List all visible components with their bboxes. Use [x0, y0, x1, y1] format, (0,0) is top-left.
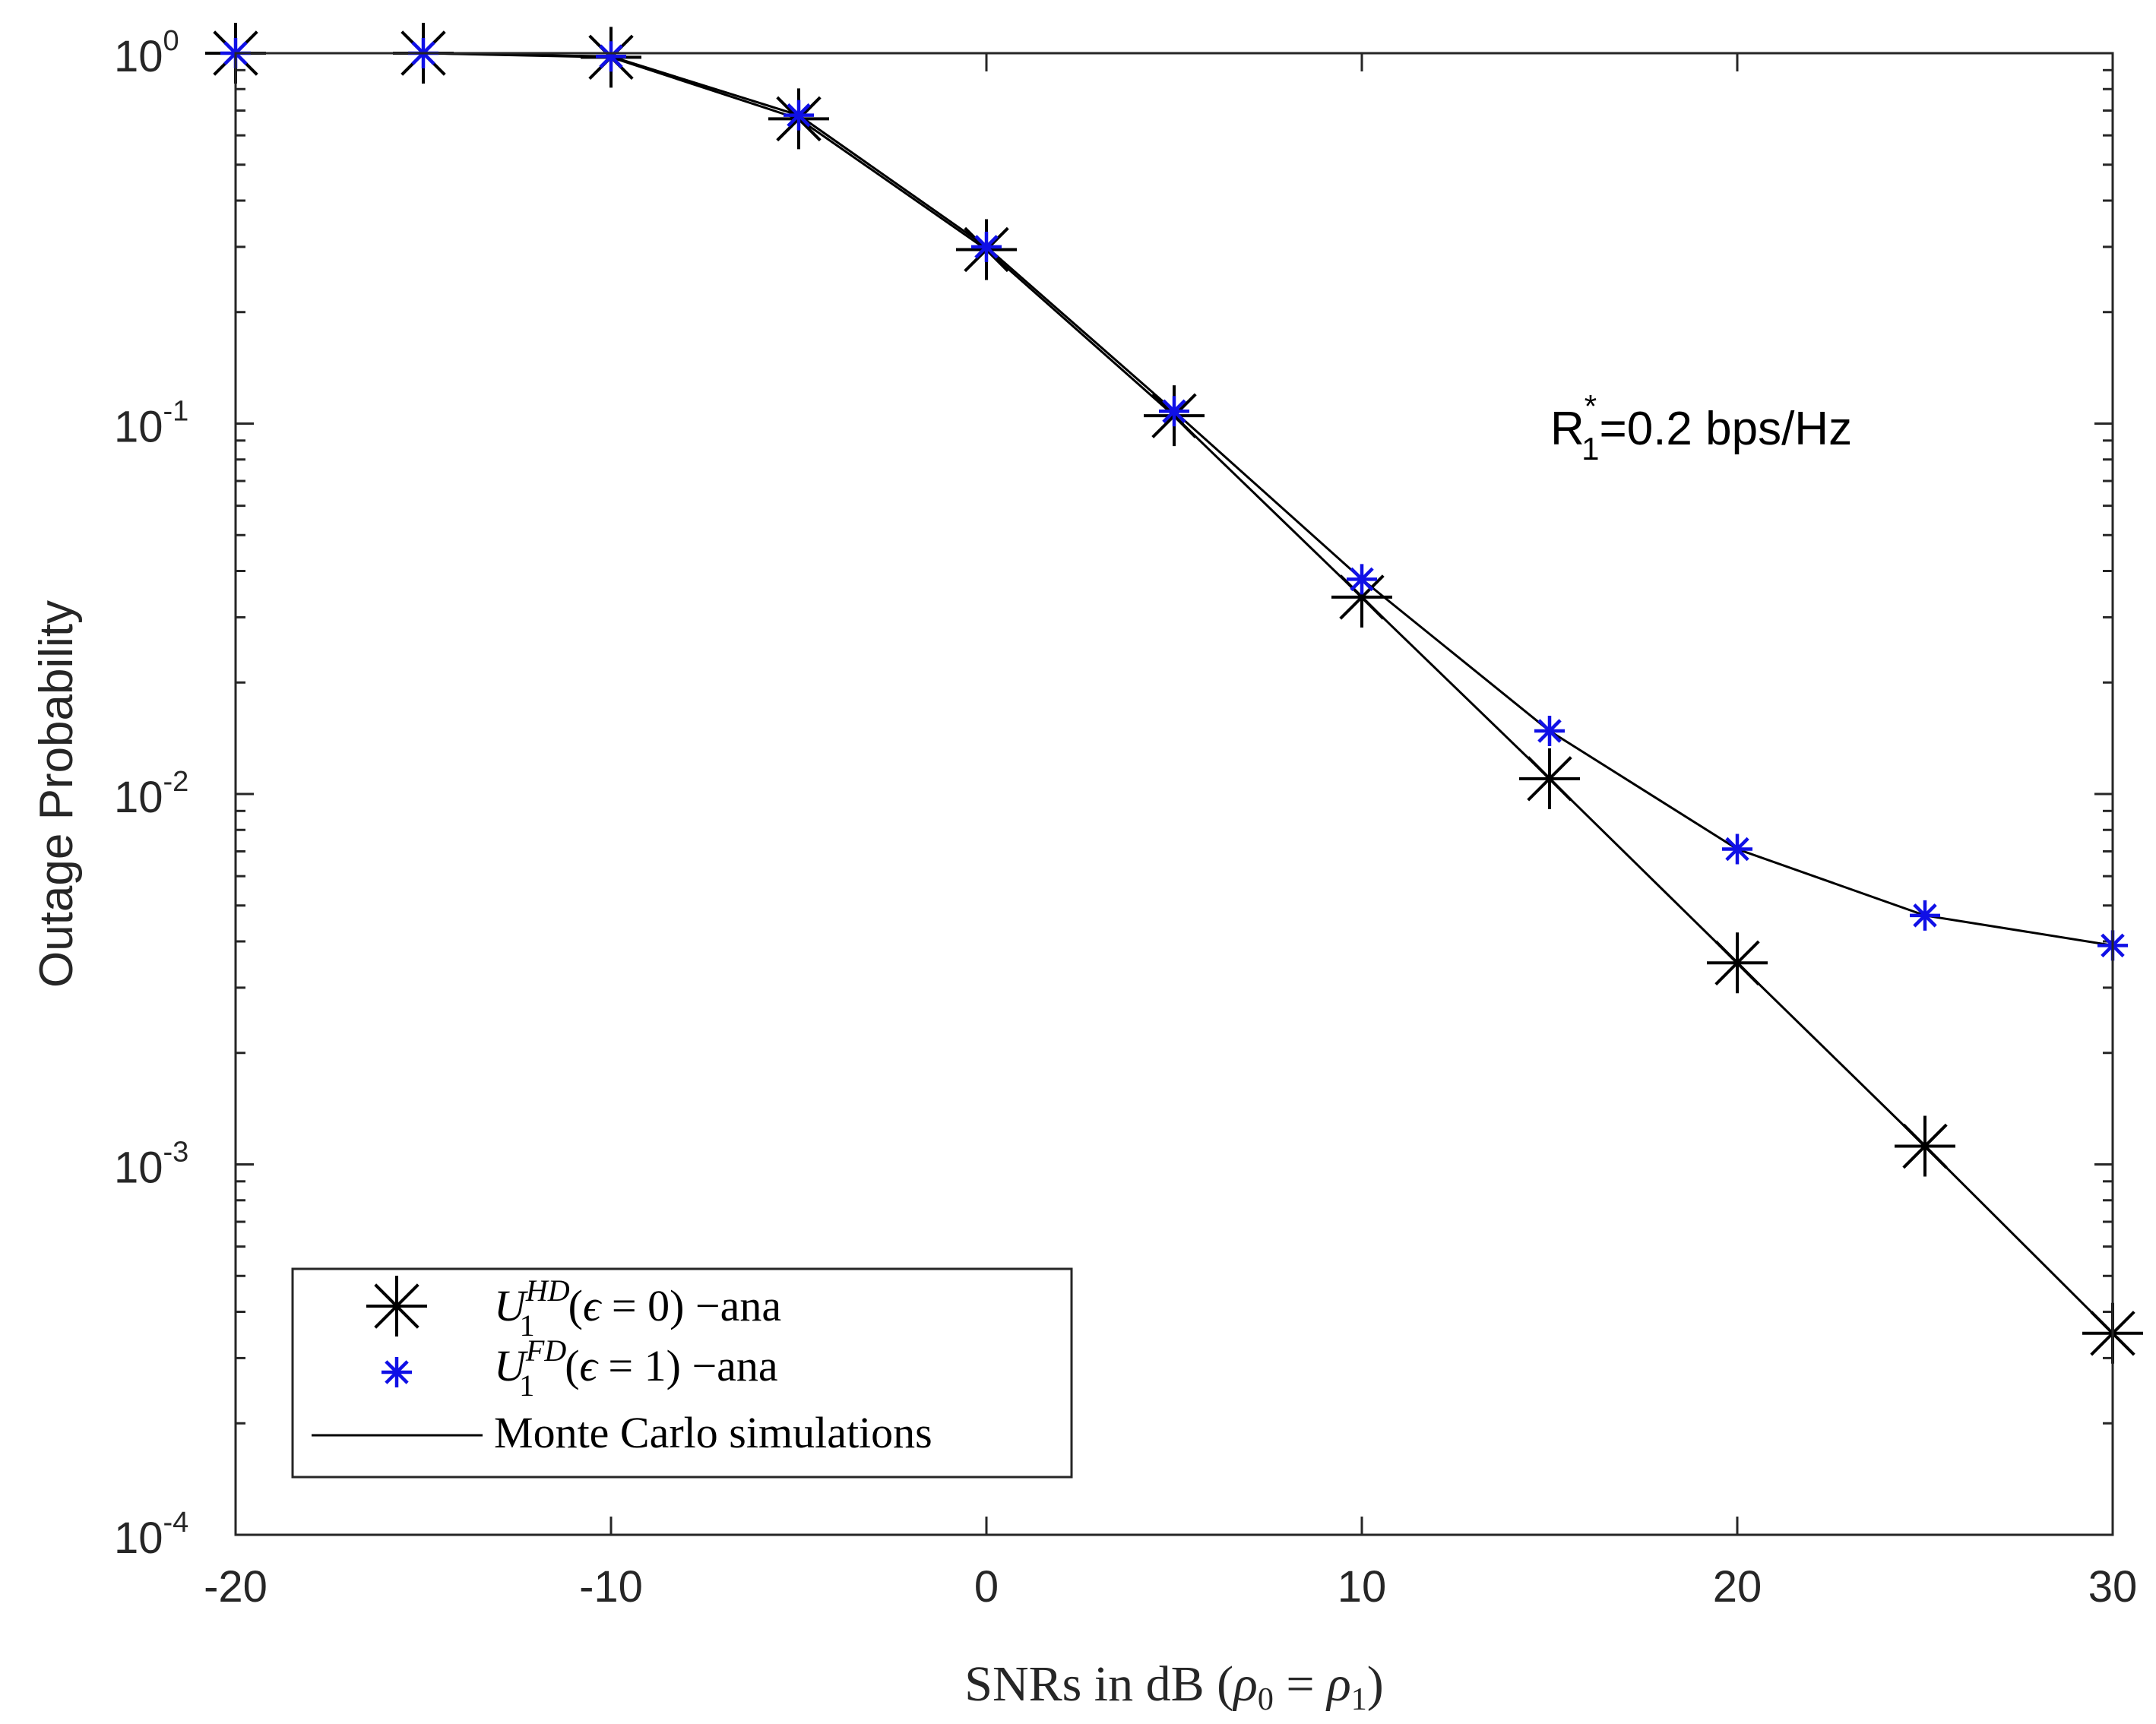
y-tick-label: 10-4	[114, 1507, 188, 1563]
legend-marker-hd	[366, 1276, 427, 1336]
rate-annotation: R* 1=0.2 bps/Hz	[1550, 388, 1852, 467]
legend-asterisk-hd	[366, 1276, 427, 1336]
fd-marker-6	[1347, 564, 1377, 595]
x-tick-label: 0	[974, 1562, 999, 1612]
y-tick-label: 10-2	[114, 766, 188, 822]
x-tick-label: 20	[1713, 1562, 1762, 1612]
fd-marker-8-stroke-3	[1725, 837, 1749, 862]
fd-marker-4	[971, 231, 1002, 262]
fd-marker-9-stroke-3	[1913, 903, 1937, 928]
legend-box	[291, 1267, 1073, 1479]
hd-marker-8-stroke-3	[1714, 940, 1760, 985]
fd-marker-6-stroke-3	[1350, 567, 1374, 592]
legend-marker-fd	[381, 1357, 412, 1387]
hd-marker-6-stroke-3	[1339, 574, 1385, 620]
x-tick-label: 30	[2088, 1562, 2138, 1612]
fd-marker-5	[1159, 396, 1189, 427]
fd-marker-8	[1722, 834, 1752, 865]
x-tick-labels: -20 -10 0 10 20 30	[204, 1562, 2137, 1612]
legend-asterisk-fd	[381, 1357, 412, 1387]
fd-marker-2	[596, 41, 626, 72]
y-tick-label: 10-3	[114, 1137, 188, 1193]
fd-marker-5-stroke-3	[1162, 399, 1186, 423]
fd-marker-7-stroke-3	[1537, 719, 1562, 743]
fd-marker-4-stroke-3	[974, 235, 999, 259]
legend-asterisk-hd-stroke-3	[374, 1283, 419, 1329]
x-tick-label: -10	[579, 1562, 643, 1612]
plot-frame	[234, 52, 2114, 1536]
y-tick-labels: 10-4 10-3 10-2 10-1 100	[114, 25, 188, 1563]
x-axis-title: SNRs in dB (ρ0 = ρ1)	[964, 1656, 1384, 1717]
hd-marker-9	[1895, 1115, 1955, 1177]
hd-marker-9-stroke-3	[1902, 1123, 1948, 1169]
fd-marker-7	[1534, 715, 1565, 746]
legend-label-hd: UHD 1 (ϵ = 0) −ana	[494, 1273, 781, 1343]
hd-marker-7	[1519, 748, 1580, 809]
hd-marker-6	[1331, 566, 1392, 628]
fd-marker-2-stroke-3	[599, 44, 623, 69]
y-axis-title: Outage Probability	[30, 600, 83, 988]
x-tick-label: 10	[1338, 1562, 1387, 1612]
y-tick-label: 10-1	[114, 396, 188, 452]
fd-marker-9	[1910, 900, 1940, 931]
fd-marker-3-stroke-3	[787, 103, 811, 128]
y-tick-label: 100	[114, 25, 179, 81]
x-tick-label: -20	[204, 1562, 268, 1612]
hd-marker-7-stroke-3	[1527, 756, 1572, 802]
fd-marker-3	[784, 100, 814, 131]
legend-label-simulation: Monte Carlo simulations	[494, 1408, 932, 1457]
legend-label-fd: UFD 1 (ϵ = 1) −ana	[494, 1333, 778, 1403]
hd-marker-8	[1707, 932, 1768, 994]
legend-asterisk-fd-stroke-3	[385, 1360, 409, 1384]
legend: UHD 1 (ϵ = 0) −ana UFD 1 (ϵ = 1) −ana Monte …	[291, 1267, 1073, 1479]
